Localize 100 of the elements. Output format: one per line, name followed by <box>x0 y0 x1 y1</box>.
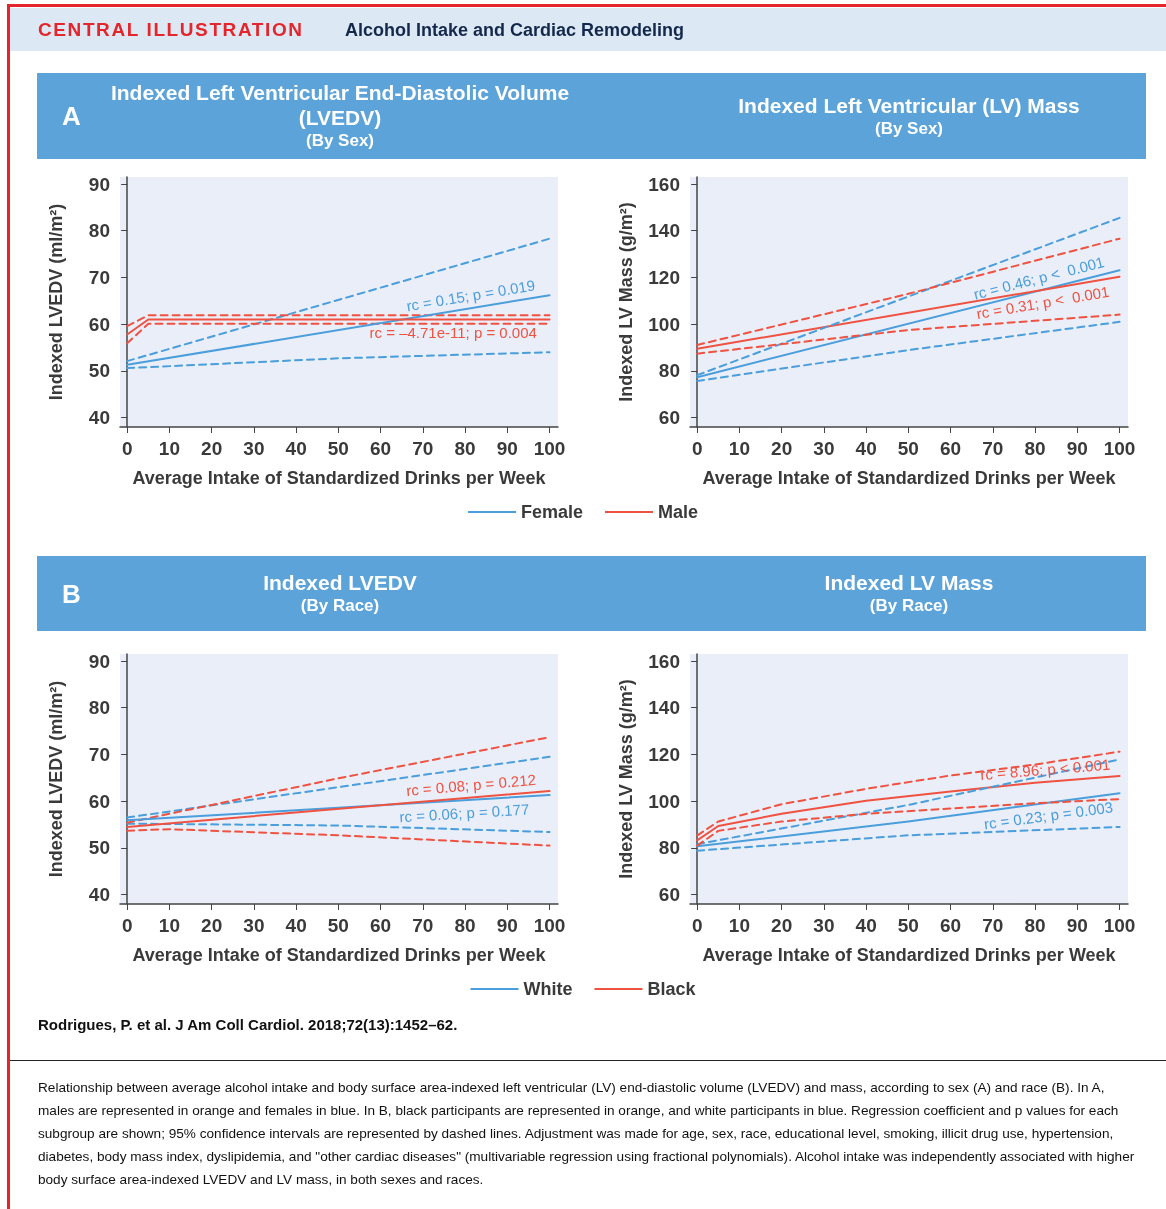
x-tick-label: 10 <box>158 915 180 936</box>
y-tick-label: 100 <box>648 790 680 812</box>
text: CENTRAL ILLUSTRATION <box>38 19 304 41</box>
x-tick-label: 60 <box>370 915 392 936</box>
x-axis-title: Average Intake of Standardized Drinks per Week <box>132 945 547 965</box>
y-tick-label: 140 <box>648 697 680 719</box>
y-tick-label: 40 <box>88 884 110 906</box>
x-tick-label: 100 <box>1103 915 1136 936</box>
legend-label: Female <box>520 502 584 522</box>
y-tick-label: 80 <box>658 360 680 382</box>
x-tick-label: 50 <box>327 915 349 936</box>
y-tick-label: 60 <box>658 407 680 429</box>
y-tick-label: 140 <box>648 220 680 242</box>
legend-label: White <box>523 979 573 999</box>
annotation: rc = 0.23; p = 0.003 <box>982 798 1114 833</box>
x-tick-label: 70 <box>982 915 1004 936</box>
x-tick-label: 40 <box>855 915 877 936</box>
x-tick-label: 30 <box>813 915 835 936</box>
chart-title: Indexed LVEDV <box>262 570 418 595</box>
x-tick-label: 50 <box>897 915 919 936</box>
text: Relationship between average alcohol intake and body surface area-indexed left ventricular (LV) end-diastolic volume (LVEDV) and mass, according to sex (A) and race (B). In A, males are represented in orange and females in blue. In B, black participants are represented in orange, and white participants in blue. Regression coefficient and p values for each subgroup are shown; 95% confidence intervals are represented by dashed lines. Adjustment was made for age, sex, race, educational level, smoking, illicit drug use, hypertension, diabetes, body mass index, dyslipidemia, and "other cardiac diseases" (multivariable regression using fractional polynomials). Alcohol intake was independently associated with higher body surface area-indexed LVEDV and LV mass, in both sexes and races. <box>38 1079 1136 1189</box>
chart-title: Indexed LV Mass <box>823 570 995 595</box>
y-tick-label: 70 <box>88 743 110 765</box>
chart-title: Indexed Left Ventricular (LV) Mass <box>737 92 1081 118</box>
x-axis-title: Average Intake of Standardized Drinks per Week <box>702 468 1117 488</box>
y-tick-label: 90 <box>88 650 110 672</box>
x-tick-label: 70 <box>412 915 434 936</box>
x-tick-label: 60 <box>370 438 392 459</box>
annotation: rc = 8.96; p < 0.001 <box>979 755 1111 784</box>
text: Rodrigues, P. et al. J Am Coll Cardiol. 2018;72(13):1452–62. <box>38 1016 458 1033</box>
y-tick-label: 60 <box>658 884 680 906</box>
x-tick-label: 100 <box>533 438 566 459</box>
x-tick-label: 80 <box>454 915 476 936</box>
x-tick-label: 10 <box>728 438 750 459</box>
legend-label: Male <box>658 502 699 522</box>
y-tick-label: 100 <box>648 313 680 335</box>
x-tick-label: 70 <box>982 438 1004 459</box>
x-tick-label: 20 <box>771 915 793 936</box>
x-tick-label: 40 <box>285 438 307 459</box>
annotation: rc = 0.08; p = 0.212 <box>405 770 537 799</box>
text: A <box>62 101 81 132</box>
y-tick-label: 80 <box>88 697 110 719</box>
x-tick-label: 90 <box>1066 915 1088 936</box>
y-axis-title: Indexed LV Mass (g/m²) <box>616 202 636 402</box>
x-tick-label: 60 <box>940 438 962 459</box>
x-tick-label: 40 <box>285 915 307 936</box>
y-tick-label: 120 <box>648 743 680 765</box>
chart-subtitle: (By Sex) <box>305 130 375 152</box>
y-tick-label: 160 <box>648 173 680 195</box>
x-tick-label: 40 <box>855 438 877 459</box>
x-tick-label: 90 <box>1066 438 1088 459</box>
x-tick-label: 30 <box>243 438 265 459</box>
annotation: rc = 0.06; p = 0.177 <box>398 800 530 826</box>
legend-label: Black <box>647 979 697 999</box>
y-tick-label: 160 <box>648 650 680 672</box>
x-tick-label: 20 <box>201 438 223 459</box>
x-axis-title: Average Intake of Standardized Drinks per Week <box>132 468 547 488</box>
chart-title: Indexed Left Ventricular End-Diastolic Volume (LVEDV) <box>110 81 570 129</box>
x-tick-label: 0 <box>691 915 703 936</box>
y-tick-label: 60 <box>88 313 110 335</box>
chart-subtitle: (By Race) <box>869 595 949 617</box>
y-tick-label: 80 <box>658 837 680 859</box>
annotation: rc = –4.71e-11; p = 0.004 <box>369 323 537 341</box>
y-axis-title: Indexed LVEDV (ml/m²) <box>46 203 66 401</box>
x-tick-label: 50 <box>327 438 349 459</box>
x-tick-label: 0 <box>121 438 133 459</box>
x-tick-label: 80 <box>1024 915 1046 936</box>
y-tick-label: 90 <box>88 173 110 195</box>
text: B <box>62 578 81 610</box>
text: Alcohol Intake and Cardiac Remodeling <box>345 20 685 41</box>
y-axis-title: Indexed LV Mass (g/m²) <box>616 679 636 879</box>
x-tick-label: 100 <box>533 915 566 936</box>
x-tick-label: 70 <box>412 438 434 459</box>
line-series <box>696 750 1121 837</box>
x-tick-label: 30 <box>243 915 265 936</box>
y-tick-label: 50 <box>88 837 110 859</box>
y-axis-title: Indexed LVEDV (ml/m²) <box>46 680 66 878</box>
y-tick-label: 50 <box>88 360 110 382</box>
x-tick-label: 50 <box>897 438 919 459</box>
x-tick-label: 20 <box>771 438 793 459</box>
x-axis-title: Average Intake of Standardized Drinks per Week <box>702 945 1117 965</box>
x-tick-label: 90 <box>496 915 518 936</box>
x-tick-label: 30 <box>813 438 835 459</box>
chart-subtitle: (By Race) <box>300 595 380 617</box>
x-tick-label: 0 <box>691 438 703 459</box>
chart-subtitle: (By Sex) <box>874 117 944 140</box>
x-tick-label: 10 <box>728 915 750 936</box>
y-tick-label: 70 <box>88 266 110 288</box>
x-tick-label: 80 <box>454 438 476 459</box>
y-tick-label: 120 <box>648 266 680 288</box>
y-tick-label: 80 <box>88 220 110 242</box>
x-tick-label: 0 <box>121 915 133 936</box>
y-tick-label: 60 <box>88 790 110 812</box>
x-tick-label: 80 <box>1024 438 1046 459</box>
x-tick-label: 100 <box>1103 438 1136 459</box>
x-tick-label: 90 <box>496 438 518 459</box>
x-tick-label: 60 <box>940 915 962 936</box>
x-tick-label: 10 <box>158 438 180 459</box>
y-tick-label: 40 <box>88 407 110 429</box>
annotation: rc = 0.15; p = 0.019 <box>405 276 537 315</box>
